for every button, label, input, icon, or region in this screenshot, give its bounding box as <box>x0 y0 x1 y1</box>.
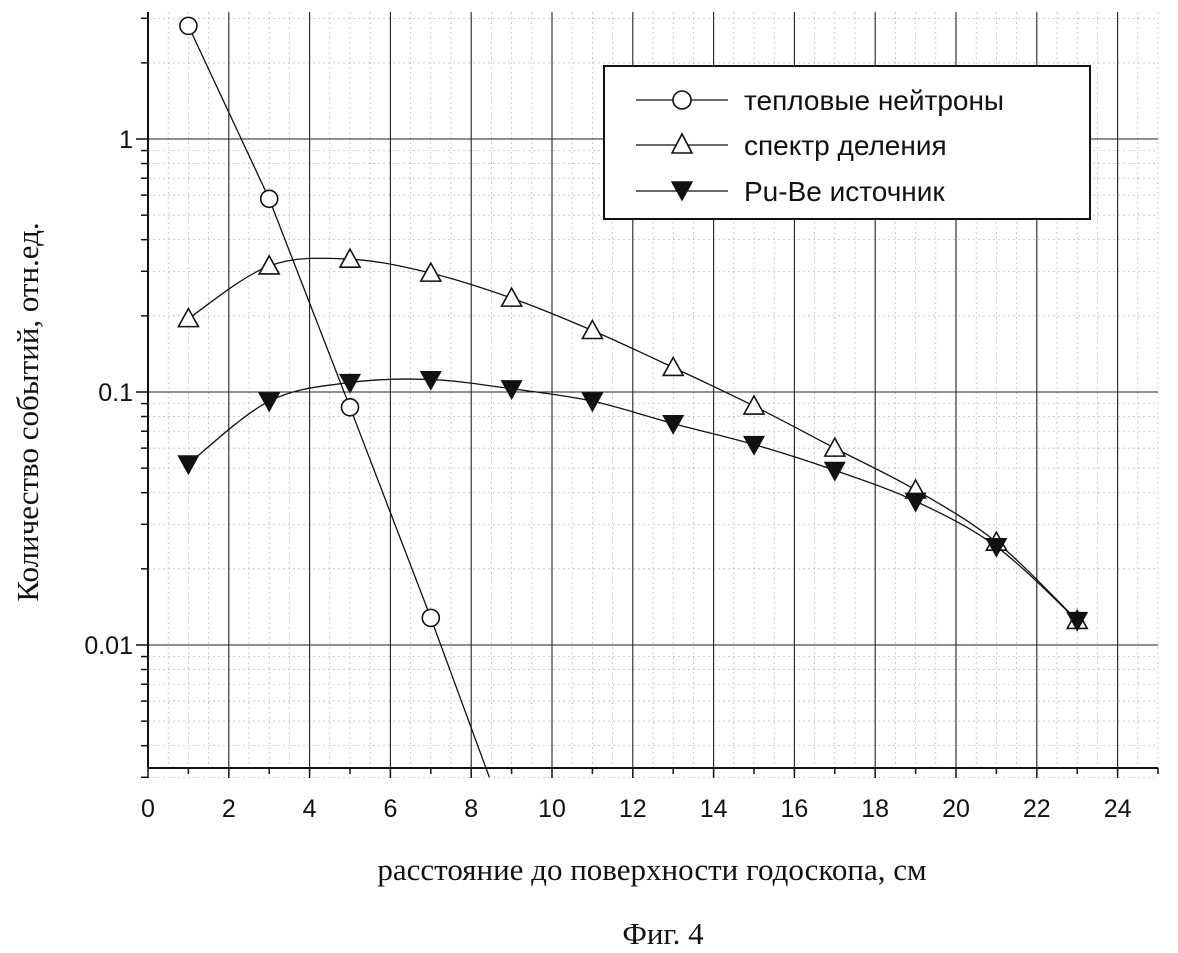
data-point-pube <box>825 462 845 480</box>
x-tick-label: 20 <box>942 795 970 823</box>
data-point-fission <box>825 438 845 456</box>
data-point-pube <box>663 416 683 434</box>
x-tick-label: 18 <box>861 795 889 823</box>
data-point-fission <box>421 263 441 281</box>
data-point-pube <box>744 437 764 455</box>
data-point-thermal <box>422 609 439 626</box>
y-tick-label: 1 <box>119 126 133 154</box>
x-tick-label: 4 <box>303 795 317 823</box>
data-point-thermal <box>342 399 359 416</box>
data-point-fission <box>340 249 360 267</box>
x-tick-label: 2 <box>222 795 236 823</box>
data-point-pube <box>906 493 926 511</box>
data-point-thermal <box>180 17 197 34</box>
x-tick-label: 10 <box>538 795 566 823</box>
data-point-pube <box>259 393 279 411</box>
data-point-fission <box>178 309 198 327</box>
x-tick-label: 8 <box>464 795 478 823</box>
legend-marker-circle-icon <box>673 91 691 109</box>
legend-label-thermal: тепловые нейтроны <box>744 85 1004 116</box>
x-tick-label: 0 <box>141 795 155 823</box>
data-point-fission <box>663 357 683 375</box>
legend: тепловые нейтроны спектр деления Pu-Be и… <box>604 66 1090 219</box>
y-tick-label: 0.1 <box>98 379 133 407</box>
series-1 <box>180 17 489 777</box>
data-point-fission <box>744 396 764 414</box>
x-tick-label: 16 <box>780 795 808 823</box>
data-point-fission <box>582 321 602 339</box>
x-tick-label: 22 <box>1023 795 1051 823</box>
x-tick-label: 14 <box>700 795 728 823</box>
data-point-fission <box>259 256 279 274</box>
x-axis-label: расстояние до поверхности годоскопа, см <box>377 852 926 887</box>
data-point-fission <box>502 288 522 306</box>
x-tick-label: 6 <box>383 795 397 823</box>
figure-caption: Фиг. 4 <box>622 916 704 951</box>
data-point-pube <box>178 456 198 474</box>
x-tick-label: 24 <box>1104 795 1132 823</box>
legend-label-pube: Pu-Be источник <box>744 176 945 207</box>
y-axis-label: Количество событий, отн.ед. <box>10 222 45 601</box>
data-point-thermal <box>261 190 278 207</box>
legend-label-fission: спектр деления <box>744 130 947 161</box>
y-tick-label: 0.01 <box>84 632 133 660</box>
x-tick-label: 12 <box>619 795 647 823</box>
